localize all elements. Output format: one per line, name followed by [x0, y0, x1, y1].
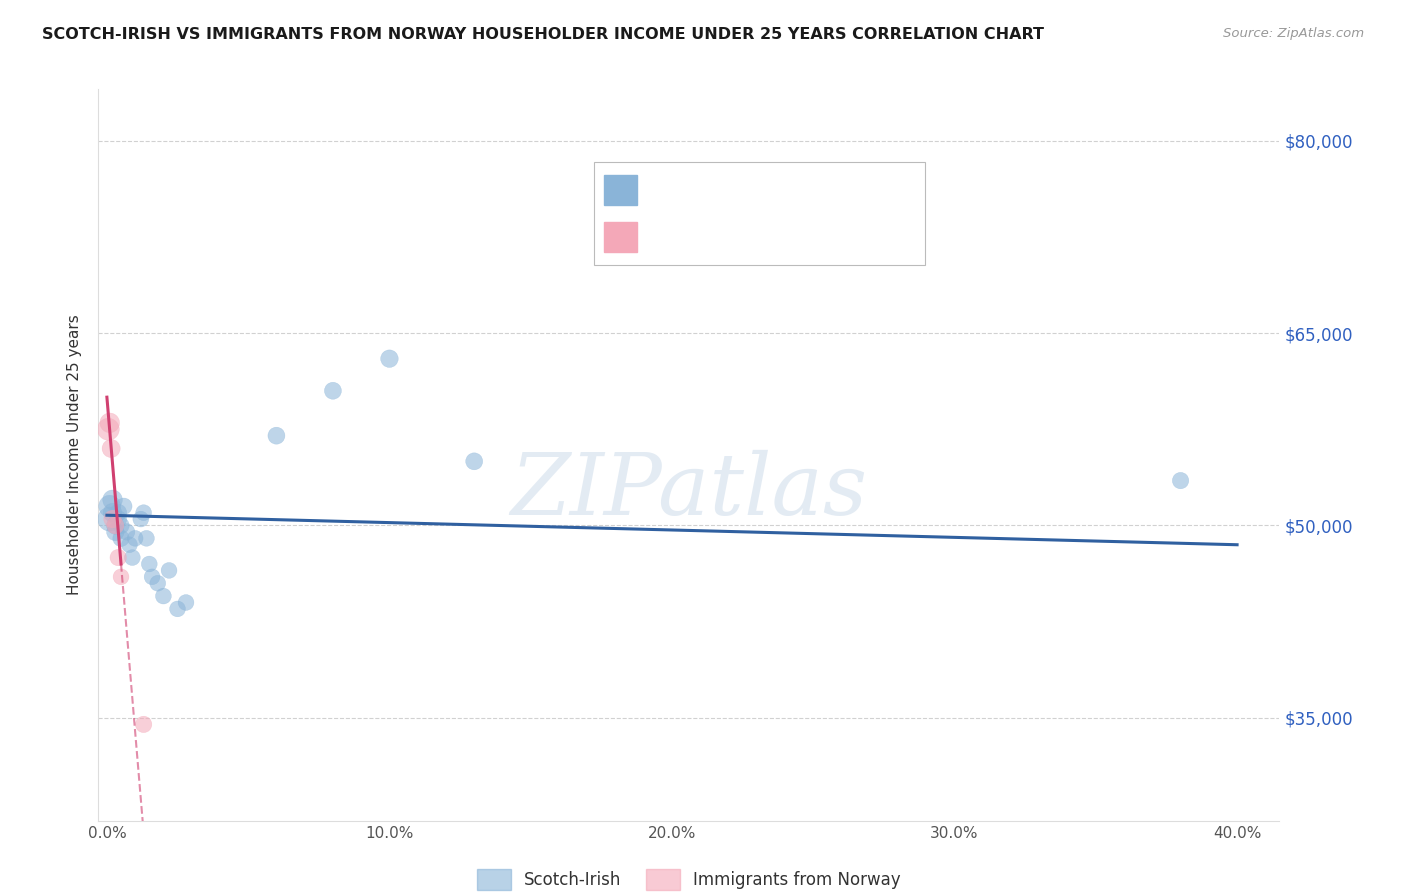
- Y-axis label: Householder Income Under 25 years: Householder Income Under 25 years: [67, 315, 83, 595]
- Legend: Scotch-Irish, Immigrants from Norway: Scotch-Irish, Immigrants from Norway: [471, 863, 907, 892]
- Point: [118, 538, 141, 552]
- Point: [174, 595, 197, 609]
- Point: [152, 589, 174, 603]
- Point: [132, 506, 155, 520]
- Point: [141, 570, 163, 584]
- Point: [124, 532, 146, 546]
- Point: [112, 500, 135, 514]
- Point: [104, 524, 127, 539]
- Point: [129, 512, 152, 526]
- Point: [100, 442, 122, 456]
- Point: [138, 557, 160, 571]
- Point: [121, 550, 143, 565]
- Point: [104, 518, 127, 533]
- Point: [378, 351, 401, 366]
- Point: [101, 512, 124, 526]
- Point: [322, 384, 344, 398]
- Point: [107, 550, 129, 565]
- Point: [110, 532, 132, 546]
- Text: SCOTCH-IRISH VS IMMIGRANTS FROM NORWAY HOUSEHOLDER INCOME UNDER 25 YEARS CORRELA: SCOTCH-IRISH VS IMMIGRANTS FROM NORWAY H…: [42, 27, 1045, 42]
- Point: [463, 454, 485, 468]
- Point: [98, 512, 121, 526]
- Point: [135, 532, 157, 546]
- Point: [166, 602, 188, 616]
- Point: [1170, 474, 1192, 488]
- Point: [157, 563, 180, 577]
- Text: ZIPatlas: ZIPatlas: [510, 450, 868, 533]
- Point: [146, 576, 169, 591]
- Point: [110, 518, 132, 533]
- Point: [107, 506, 129, 520]
- Point: [266, 428, 288, 442]
- Point: [104, 518, 127, 533]
- Point: [98, 500, 121, 514]
- Point: [97, 422, 120, 436]
- Text: Source: ZipAtlas.com: Source: ZipAtlas.com: [1223, 27, 1364, 40]
- Point: [107, 512, 129, 526]
- Point: [132, 717, 155, 731]
- Point: [115, 524, 138, 539]
- Point: [98, 416, 121, 430]
- Point: [110, 570, 132, 584]
- Point: [101, 492, 124, 507]
- Point: [101, 506, 124, 520]
